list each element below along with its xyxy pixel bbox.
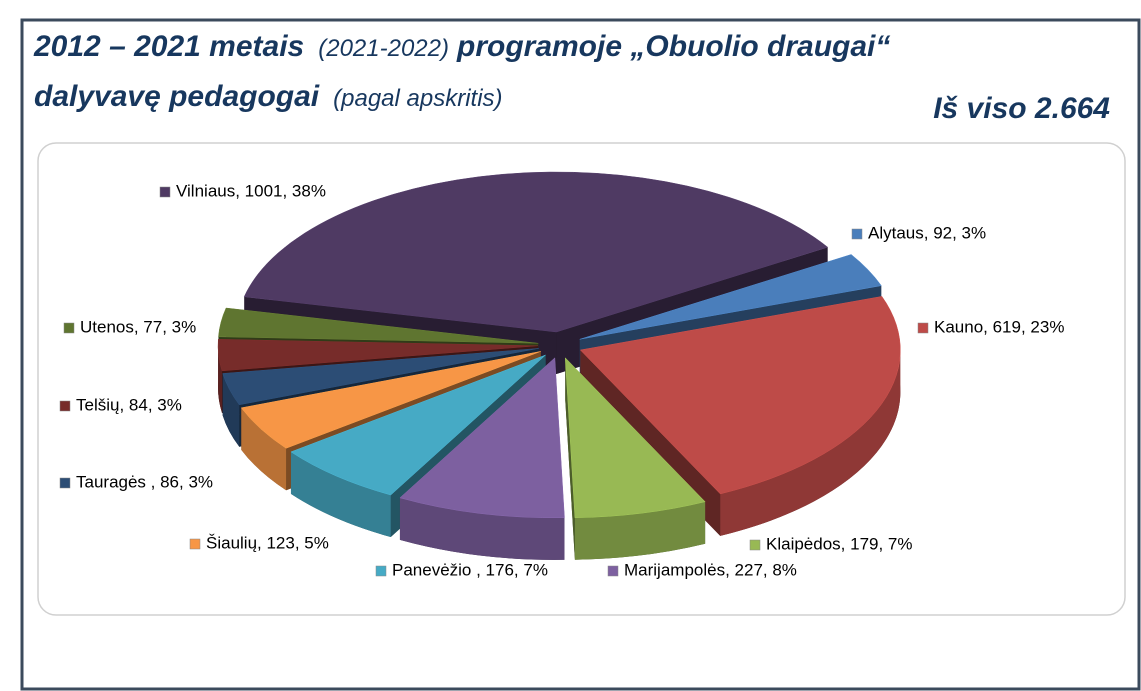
slice-top [399,357,565,519]
legend-key [917,322,929,334]
slice-top [243,171,829,333]
data-label: Vilniaus, 1001, 38% [176,181,326,200]
slice-top [290,354,546,496]
chart-title: dalyvavę pedagogai (pagal apskritis) [34,80,503,113]
title-part: programoje „Obuolio draugai“ [456,30,890,63]
legend-key [159,186,171,198]
data-label: Utenos, 77, 3% [80,317,196,336]
legend-key [375,565,387,577]
pie [217,171,901,560]
data-label: Šiaulių, 123, 5% [206,533,329,552]
title-part: (2021-2022) [318,35,449,62]
slice-rim [720,349,901,536]
legend-key [749,539,761,551]
legend-key [851,228,863,240]
slice [579,296,901,536]
slice-rim [574,501,706,560]
chart-title: 2012 – 2021 metais (2021-2022) programoje … [33,30,890,63]
legend-key [59,477,71,489]
slice-rim [290,451,391,537]
legend-key [59,400,71,412]
slice-rim [399,497,565,560]
data-label: Telšių, 84, 3% [76,395,182,414]
slice-top [579,296,901,495]
slice-top [579,254,882,340]
title-part: 2012 – 2021 metais [33,30,304,63]
title-part: (pagal apskritis) [333,85,502,112]
title-part: dalyvavę pedagogai [34,80,320,113]
slice-top [218,307,539,344]
labels: Alytaus, 92, 3% Kauno, 619, 23% Klaipėdos,… [59,181,1064,579]
data-label: Klaipėdos, 179, 7% [766,534,913,553]
total-annotation: Iš viso 2.664 [933,92,1110,125]
legend-key [607,565,619,577]
slice [564,357,706,560]
slice-top [217,339,539,372]
slice-top [222,348,539,406]
legend-key [189,538,201,550]
slice-rim [241,407,287,491]
data-label: Tauragės , 86, 3% [76,472,213,491]
slice-top [564,357,706,518]
data-label: Alytaus, 92, 3% [868,223,986,242]
slice-rim [218,345,223,413]
slice [399,357,565,560]
data-label: Marijampolės, 227, 8% [624,560,797,579]
slice-top [240,351,541,449]
slice-rim [222,373,240,447]
data-label: Panevėžio , 176, 7% [392,560,548,579]
slice-wall [565,357,575,560]
legend-key [63,322,75,334]
data-label: Kauno, 619, 23% [934,317,1064,336]
